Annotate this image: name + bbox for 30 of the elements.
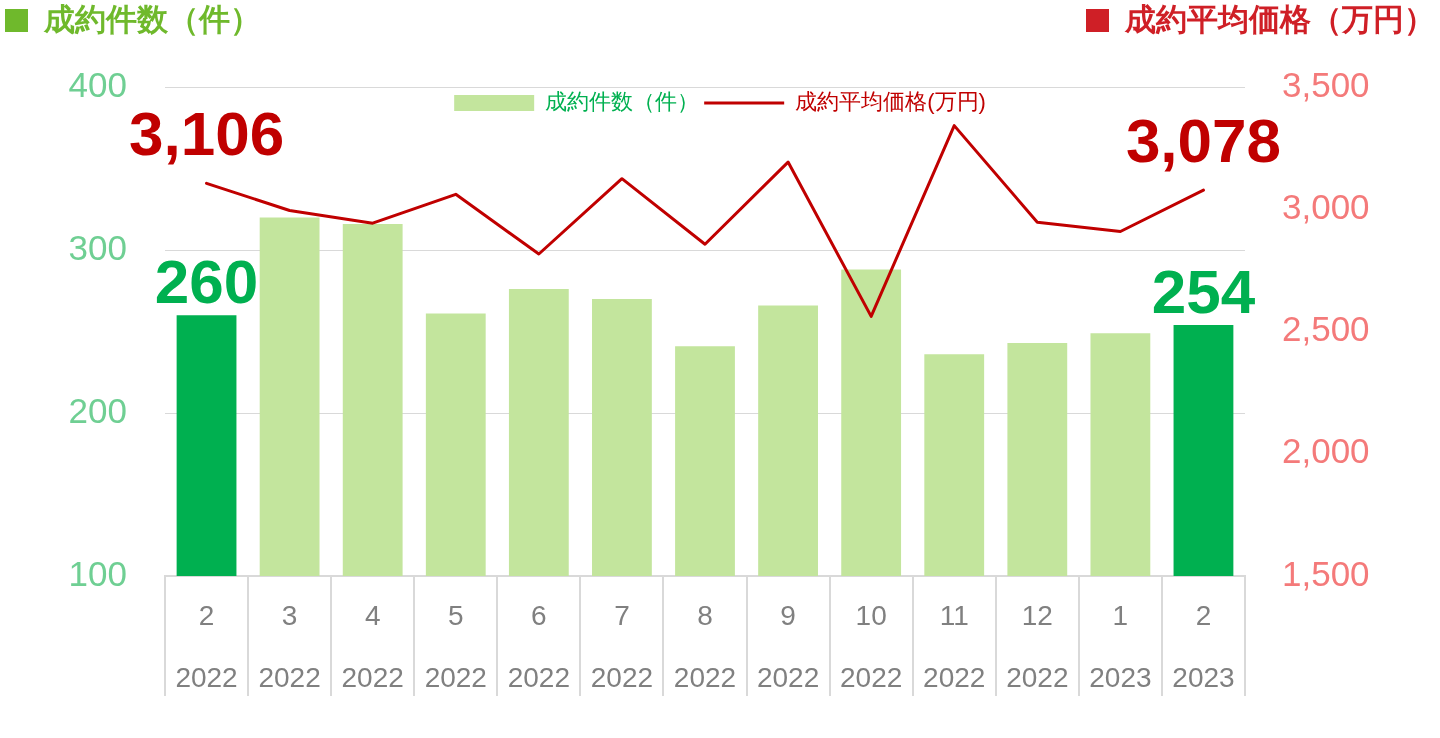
x-tick-label: 9 2022 xyxy=(756,599,820,693)
x-tick-label: 4 2022 xyxy=(341,599,404,693)
x-tick-label: 6 2022 xyxy=(507,599,570,693)
y-tick-label: 100 xyxy=(68,553,127,593)
y-tick-label: 300 xyxy=(68,227,127,267)
x-tick-label: 5 2022 xyxy=(424,599,487,693)
x-tick-label: 2 2022 xyxy=(175,599,238,693)
y-axis-title: 成約件数（件） xyxy=(44,2,261,37)
x-tick-label: 3 2022 xyxy=(258,599,321,693)
y2-tick-label: 3,500 xyxy=(1282,64,1370,104)
data-label: 3,078 xyxy=(1125,106,1282,176)
y2-tick-label: 2,000 xyxy=(1282,431,1370,471)
x-tick-label: 1 2023 xyxy=(1089,599,1152,693)
data-label: 254 xyxy=(1151,256,1256,326)
x-tick-label: 7 2022 xyxy=(590,599,654,693)
y-tick-label: 400 xyxy=(68,64,127,104)
x-tick-label: 8 2022 xyxy=(673,599,737,693)
y2-tick-label: 3,000 xyxy=(1282,186,1370,226)
x-tick-label: 12 2022 xyxy=(1006,599,1069,693)
data-label: 260 xyxy=(154,247,259,317)
y2-axis-title: 成約平均価格（万円） xyxy=(1125,2,1435,37)
x-tick-label: 2 2023 xyxy=(1172,599,1235,693)
y2-tick-label: 1,500 xyxy=(1282,553,1370,593)
x-tick-label: 11 2022 xyxy=(923,599,986,693)
x-tick-label: 10 2022 xyxy=(840,599,903,693)
legend-label: 成約平均価格(万円) xyxy=(795,89,986,115)
legend-label: 成約件数（件） xyxy=(545,89,700,115)
data-label: 3,106 xyxy=(128,99,285,169)
y-tick-label: 200 xyxy=(68,390,127,430)
y2-tick-label: 2,500 xyxy=(1282,309,1370,349)
